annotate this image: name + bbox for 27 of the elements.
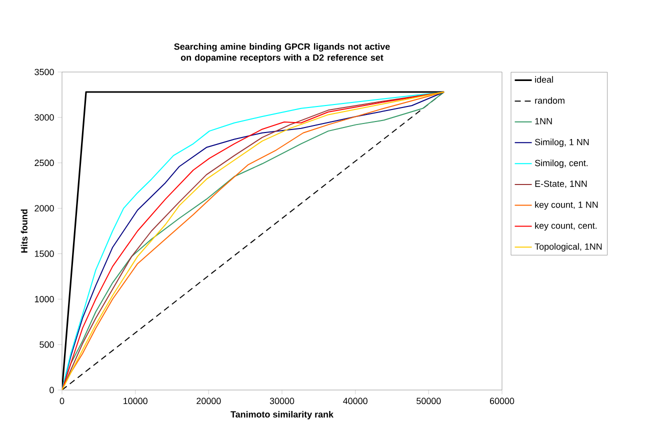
legend-label: 1NN (535, 118, 552, 124)
y-tick-label: 3500 (34, 68, 54, 76)
x-tick-label: 30000 (270, 398, 294, 404)
x-tick-label: 50000 (416, 398, 441, 404)
chart-title: Searching amine binding GPCR ligands not active on dopamine receptors with a D2 reference set (174, 43, 390, 62)
legend-label: Similog, cent. (534, 160, 588, 168)
legend-label: ideal (535, 76, 553, 83)
x-axis-title: Tanimoto similarity rank (230, 410, 334, 420)
y-axis-title: Hits found (20, 209, 28, 253)
y-tick-label: 3000 (34, 114, 54, 121)
y-tick-label: 1000 (34, 296, 54, 302)
legend-label: Similog, 1 NN (534, 138, 589, 148)
legend-label: E-State, 1NN (535, 180, 587, 188)
legend-label: key count, 1 NN (535, 201, 598, 210)
legend-label: random (535, 97, 564, 104)
legend-label: Topological, 1NN (534, 243, 602, 252)
x-tick-label: 0 (60, 398, 64, 404)
x-tick-label: 60000 (490, 398, 514, 404)
legend-label: key count, cent. (535, 222, 597, 231)
y-tick-label: 1500 (34, 250, 54, 257)
y-tick-label: 2500 (34, 160, 54, 166)
x-tick-label: 20000 (196, 398, 221, 404)
x-tick-label: 10000 (124, 398, 148, 404)
y-tick-label: 0 (50, 386, 54, 394)
y-tick-label: 2000 (34, 205, 54, 212)
x-tick-label: 40000 (343, 398, 368, 404)
y-tick-label: 500 (40, 341, 54, 348)
